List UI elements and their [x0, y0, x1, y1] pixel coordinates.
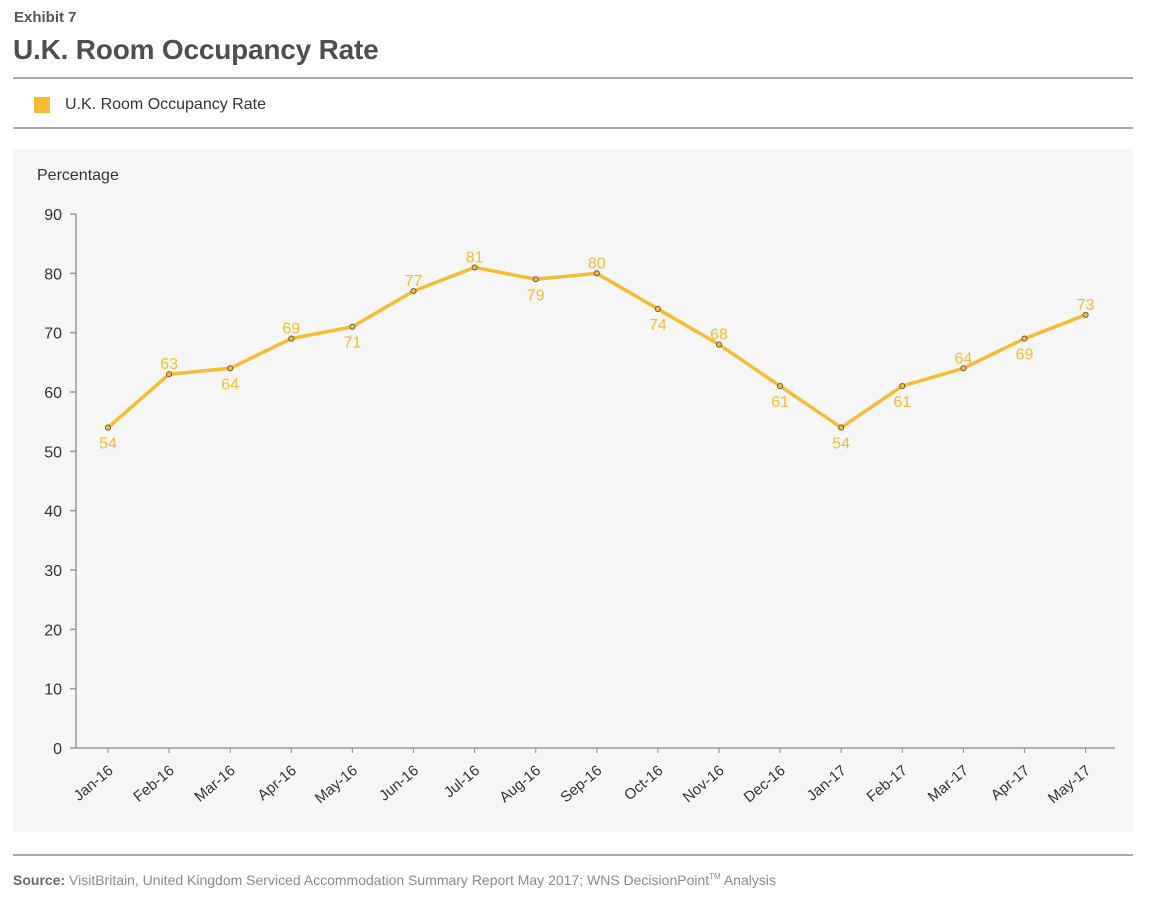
- data-point: [349, 323, 356, 330]
- x-tick-label: Jan-17: [804, 762, 850, 805]
- source-label: Source:: [13, 872, 66, 888]
- legend-swatch: [34, 97, 50, 113]
- x-tick-label: Jan-16: [71, 762, 117, 805]
- x-tick-label: Dec-16: [741, 762, 789, 806]
- trademark-mark: TM: [709, 872, 721, 881]
- footer-divider: [13, 854, 1133, 856]
- data-point: [166, 371, 173, 378]
- data-label: 61: [771, 394, 789, 411]
- exhibit-label: Exhibit 7: [14, 9, 77, 26]
- data-label: 69: [1016, 347, 1034, 364]
- data-point: [777, 383, 784, 390]
- x-tick-label: Oct-16: [621, 762, 666, 804]
- data-point: [104, 424, 112, 431]
- data-label: 71: [344, 335, 362, 352]
- data-label: 74: [649, 317, 667, 334]
- source-text: VisitBritain, United Kingdom Serviced Ac…: [69, 872, 710, 888]
- header-divider: [13, 77, 1133, 79]
- data-label: 61: [893, 394, 911, 411]
- y-tick-label: 20: [44, 622, 62, 639]
- y-tick-label: 80: [44, 266, 62, 283]
- data-label: 73: [1077, 297, 1095, 314]
- series-line: [106, 265, 1088, 430]
- x-tick-label: Mar-17: [925, 762, 972, 806]
- legend-divider: [13, 127, 1133, 129]
- y-tick-label: 90: [44, 207, 62, 224]
- data-label: 77: [405, 273, 423, 290]
- x-tick-label: Nov-16: [680, 762, 728, 806]
- y-axis-title: Percentage: [37, 167, 119, 184]
- y-tick-label: 0: [53, 741, 62, 758]
- page-title: U.K. Room Occupancy Rate: [13, 34, 379, 65]
- plot-area: [13, 149, 1133, 832]
- data-point: [960, 365, 967, 372]
- source-suffix: Analysis: [723, 872, 776, 888]
- data-point: [1021, 335, 1028, 342]
- x-tick-label: Aug-16: [496, 762, 544, 806]
- y-tick-label: 40: [44, 504, 62, 521]
- data-point: [410, 288, 417, 295]
- chart-legend: U.K. Room Occupancy Rate: [34, 93, 266, 117]
- x-tick-label: Feb-17: [864, 762, 911, 806]
- source-note: Source: VisitBritain, United Kingdom Ser…: [13, 872, 776, 888]
- data-label: 68: [710, 327, 728, 344]
- data-point: [532, 276, 539, 283]
- y-tick-label: 10: [44, 682, 62, 699]
- data-label: 79: [527, 287, 545, 304]
- data-label: 63: [160, 356, 178, 373]
- x-tick-label: Jun-16: [376, 762, 422, 805]
- legend-label: U.K. Room Occupancy Rate: [65, 96, 266, 113]
- data-label: 81: [466, 249, 484, 266]
- data-point: [838, 424, 845, 431]
- x-tick-label: Jul-16: [441, 762, 483, 801]
- data-label: 80: [588, 255, 606, 272]
- data-label: 69: [282, 321, 300, 338]
- data-point: [899, 383, 906, 390]
- x-tick-label: Mar-16: [191, 762, 238, 806]
- data-label: 64: [221, 376, 239, 393]
- y-tick-label: 60: [44, 385, 62, 402]
- x-tick-label: Apr-16: [254, 762, 299, 804]
- data-point: [654, 305, 661, 312]
- data-point: [227, 365, 234, 372]
- y-tick-label: 30: [44, 563, 62, 580]
- data-point: [715, 341, 723, 348]
- x-tick-label: Apr-17: [988, 762, 1033, 804]
- y-tick-label: 50: [44, 444, 62, 461]
- x-tick-label: Feb-16: [130, 762, 177, 806]
- data-label: 54: [832, 436, 850, 453]
- data-point: [471, 264, 478, 271]
- x-tick-label: May-17: [1045, 762, 1094, 807]
- data-point: [1082, 311, 1089, 318]
- data-point: [593, 270, 600, 277]
- data-point: [288, 335, 295, 342]
- data-label: 64: [955, 350, 973, 367]
- data-label: 54: [99, 436, 117, 453]
- y-tick-label: 70: [44, 326, 62, 343]
- x-tick-label: Sep-16: [557, 762, 605, 806]
- x-tick-label: May-16: [312, 762, 361, 807]
